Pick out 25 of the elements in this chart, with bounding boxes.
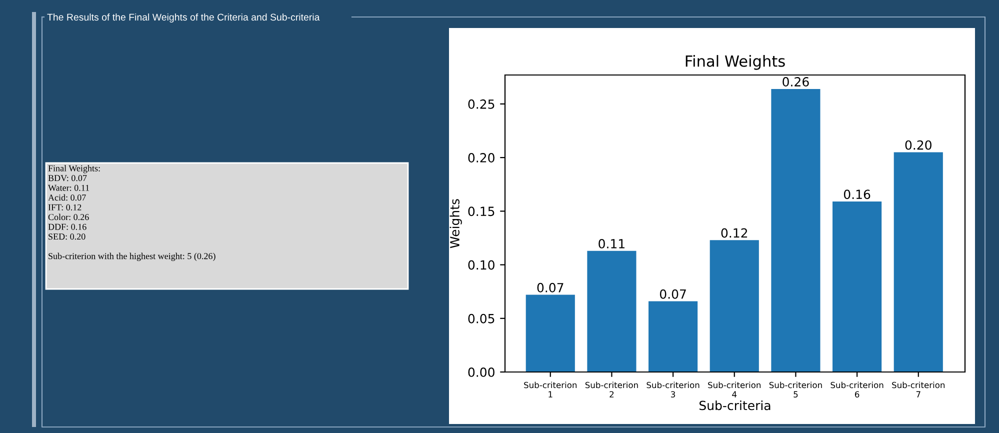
x-tick-label: Sub-criterion 5 <box>769 382 822 398</box>
x-tick-label: Sub-criterion 2 <box>585 382 638 398</box>
chart-title: Final Weights <box>686 55 785 70</box>
data-label: 0.16 <box>844 190 870 200</box>
x-tick-label: Sub-criterion 1 <box>524 382 577 398</box>
y-tick-label: 0.05 <box>468 314 494 324</box>
x-tick-label: Sub-criterion 4 <box>708 382 761 398</box>
data-label: 0.07 <box>660 289 686 299</box>
data-label: 0.12 <box>721 228 748 238</box>
y-tick-label: 0.15 <box>468 206 494 216</box>
x-tick-label: Sub-criterion 7 <box>892 382 945 398</box>
x-tick-label: Sub-criterion 3 <box>646 382 700 398</box>
data-label: 0.07 <box>537 282 564 292</box>
data-label: 0.20 <box>905 140 932 150</box>
y-tick-label: 0.25 <box>468 99 494 109</box>
y-tick-label: 0.00 <box>468 367 494 377</box>
x-axis-title: Sub-criteria <box>700 400 770 410</box>
data-label: 0.26 <box>782 77 809 87</box>
data-label: 0.11 <box>598 238 624 248</box>
text: Final Weights: BDV: 0.07 Water: 0.11 Acid: 0.07 IFT: 0.12 Color: 0.26 DDF: 0.16 SED: 0.20 Sub-criterion with the highest weight: 5 (0.26) <box>48 165 216 262</box>
x-tick-label: Sub-criterion 6 <box>830 382 884 398</box>
text: The Results of the Final Weights of the Criteria and Sub-criteria <box>47 13 320 23</box>
y-axis-title: Weights <box>450 199 462 248</box>
y-tick-label: 0.20 <box>468 153 494 162</box>
y-tick-label: 0.10 <box>468 260 494 270</box>
